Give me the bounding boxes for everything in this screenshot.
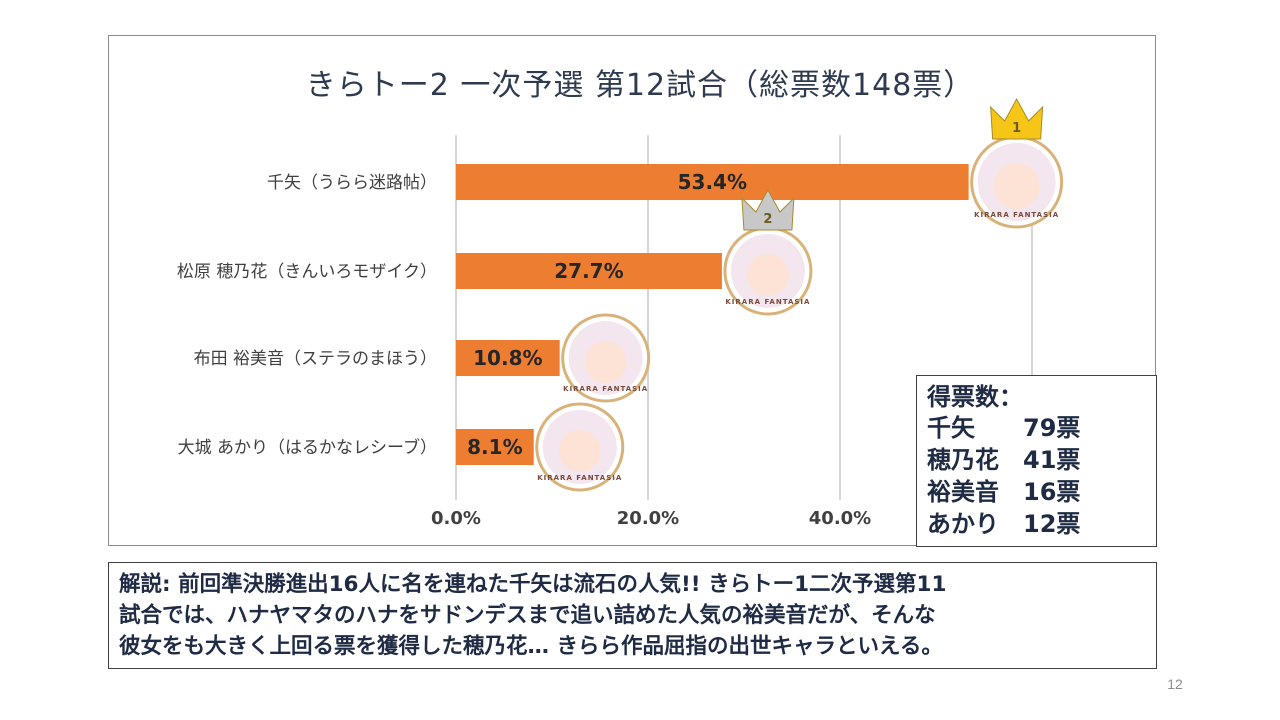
x-tick-label: 0.0% xyxy=(431,508,481,529)
chart-title: きらトー2 一次予選 第12試合（総票数148票） xyxy=(305,68,975,103)
vote-row: 千矢 79票 xyxy=(927,412,1146,444)
category-label: 松原 穂乃花（きんいろモザイク） xyxy=(177,262,437,282)
vote-name: 千矢 xyxy=(927,414,975,442)
badge-caption: KIRARA FANTASIA xyxy=(725,298,810,306)
x-tick-label: 40.0% xyxy=(809,508,871,529)
bar xyxy=(456,429,534,465)
rank-number: 2 xyxy=(763,212,772,227)
rank-crown-icon xyxy=(990,97,1044,140)
character-face xyxy=(993,163,1040,209)
vote-count: 16票 xyxy=(1023,478,1081,506)
rank-number: 1 xyxy=(1012,121,1021,136)
character-face xyxy=(746,254,789,296)
badge-caption: KIRARA FANTASIA xyxy=(974,211,1059,219)
vote-count-heading: 得票数： xyxy=(927,383,1023,411)
bar-value-label: 10.8% xyxy=(473,346,542,370)
bar-value-label: 8.1% xyxy=(467,435,522,459)
vote-row: 裕美音 16票 xyxy=(927,476,1146,508)
category-label: 布田 裕美音（ステラのまほう） xyxy=(194,349,437,369)
vote-count: 41票 xyxy=(1023,446,1081,474)
bar-value-label: 27.7% xyxy=(554,259,623,283)
category-label: 千矢（うらら迷路帖） xyxy=(267,173,437,193)
bar-value-label: 53.4% xyxy=(678,170,747,194)
character-face xyxy=(584,341,627,383)
x-tick-label: 20.0% xyxy=(617,508,679,529)
bar xyxy=(456,253,722,289)
commentary-box: 解説: 前回準決勝進出16人に名を連ねた千矢は流石の人気!! きらトー1二次予選… xyxy=(108,562,1157,669)
vote-name: 裕美音 xyxy=(927,478,999,506)
badge-caption: KIRARA FANTASIA xyxy=(537,474,622,482)
badge-caption: KIRARA FANTASIA xyxy=(563,385,648,393)
bar xyxy=(456,340,560,376)
vote-count: 12票 xyxy=(1023,510,1081,538)
page-number: 12 xyxy=(1167,676,1183,692)
vote-name: あかり xyxy=(927,510,999,538)
vote-count-box: 得票数： 千矢 79票 穂乃花 41票 裕美音 16票 あかり 12票 xyxy=(916,375,1157,547)
vote-row: 穂乃花 41票 xyxy=(927,444,1146,476)
character-face xyxy=(558,430,601,472)
rank-crown-icon xyxy=(741,188,795,231)
bar xyxy=(456,164,969,200)
category-label: 大城 あかり（はるかなレシーブ） xyxy=(178,437,437,458)
vote-count: 79票 xyxy=(1023,414,1081,442)
vote-name: 穂乃花 xyxy=(927,446,999,474)
vote-row: あかり 12票 xyxy=(927,508,1146,540)
